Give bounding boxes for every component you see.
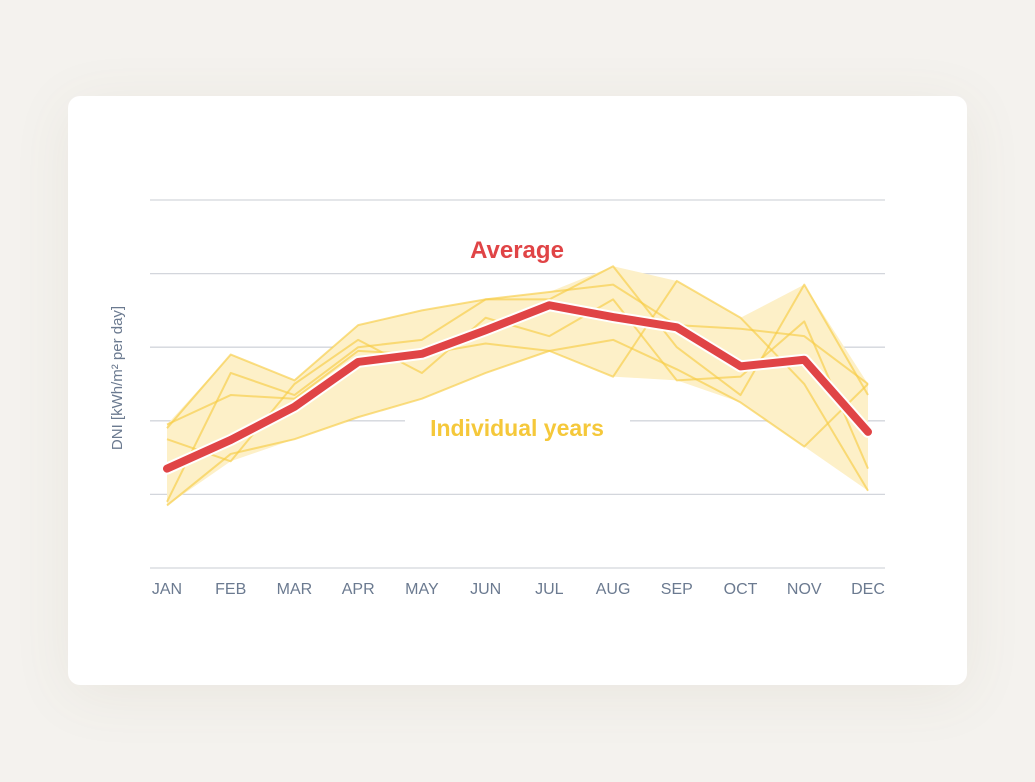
average-label: Average (470, 237, 564, 264)
x-tick-label: JUL (535, 581, 564, 598)
individual-years-label: Individual years (430, 415, 604, 441)
x-tick-label: JUN (470, 581, 501, 598)
x-tick-label: OCT (724, 581, 758, 598)
x-tick-label: APR (342, 581, 375, 598)
y-axis-label: DNI [kWh/m² per day] (109, 306, 126, 450)
year-line-2 (166, 265, 869, 503)
x-tick-label: DEC (851, 581, 885, 598)
x-tick-label: JAN (152, 581, 182, 598)
individual-label-bg (405, 410, 630, 444)
x-tick-label: MAR (277, 581, 313, 598)
average-line (163, 301, 872, 473)
year-line-5 (166, 338, 869, 448)
year-line-4 (166, 279, 869, 507)
x-tick-label: NOV (787, 581, 822, 598)
x-tick-label: AUG (596, 581, 631, 598)
x-tick-label: MAY (405, 581, 439, 598)
years-range-band (167, 266, 868, 506)
x-tick-label: SEP (661, 581, 693, 598)
x-tick-label: FEB (215, 581, 246, 598)
